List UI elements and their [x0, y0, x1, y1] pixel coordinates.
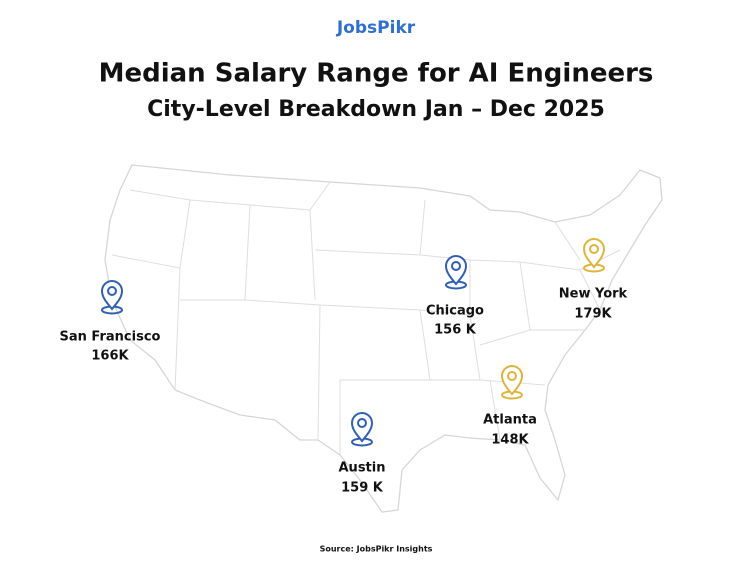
city-marker	[500, 364, 524, 400]
city-salary: 159 K	[341, 481, 384, 496]
subtitle: City-Level Breakdown Jan – Dec 2025	[147, 97, 605, 122]
city-salary: 166K	[91, 349, 129, 364]
city-name: Austin	[339, 461, 386, 476]
pin-part	[107, 286, 117, 296]
title: Median Salary Range for AI Engineers	[99, 59, 654, 89]
city-marker	[444, 254, 468, 290]
city-salary: 148K	[491, 433, 529, 448]
pin-part	[451, 261, 461, 271]
city-name: San Francisco	[60, 330, 161, 345]
pin-part	[589, 244, 599, 254]
logo: JobsPikr	[336, 18, 416, 38]
city-name: New York	[559, 287, 628, 302]
city-salary: 156 K	[434, 323, 477, 338]
city-marker	[350, 411, 374, 447]
city-salary: 179K	[574, 307, 612, 322]
source: Source: JobsPikr Insights	[320, 545, 433, 554]
city-name: Atlanta	[483, 413, 537, 428]
city-marker	[582, 237, 606, 273]
city-name: Chicago	[426, 304, 484, 319]
pin-part	[507, 371, 517, 381]
city-marker	[100, 279, 124, 315]
pin-part	[357, 418, 367, 428]
